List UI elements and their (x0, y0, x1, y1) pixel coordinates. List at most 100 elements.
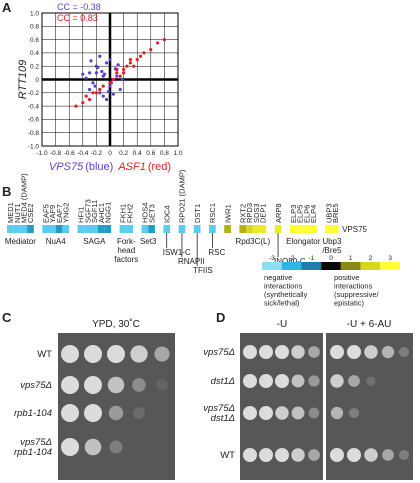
interaction-cell (104, 225, 112, 233)
interaction-cell (42, 225, 49, 233)
gene-label: RSC1 (208, 203, 217, 223)
yeast-spot (275, 448, 289, 462)
scatter-point (135, 57, 139, 62)
scatter-point (91, 81, 95, 85)
strain-label: vps75Δ (20, 380, 52, 391)
yeast-spot (308, 346, 320, 358)
scatter-point (125, 64, 129, 68)
interaction-cell (289, 225, 297, 233)
gene-label: SET3 (147, 204, 156, 223)
yeast-spot (108, 405, 124, 421)
yeast-spot (84, 404, 102, 422)
y-tick-label: -0.8 (28, 130, 40, 137)
yeast-spot (308, 375, 320, 387)
scatter-point (156, 41, 160, 45)
gene-label: NUT1 (13, 203, 22, 223)
yeast-spot (347, 345, 361, 359)
yeast-spot (84, 345, 102, 363)
group-label: head (117, 246, 135, 255)
interaction-cell (84, 225, 91, 233)
group-label: INO80-C (274, 257, 306, 266)
scatter-point (115, 74, 119, 78)
yeast-spot (259, 448, 273, 462)
gene-label: DST1 (193, 204, 202, 223)
yeast-spot (154, 346, 170, 362)
condition-label: -U + 6-AU (347, 319, 392, 330)
x-tick-label: 0.2 (119, 150, 128, 157)
group-label: factors (114, 255, 138, 264)
gene-label: EAF7 (55, 204, 64, 223)
group-label: Ubp3 (322, 237, 342, 246)
yeast-spot (156, 379, 168, 391)
gene-label: CSE2 (26, 203, 35, 223)
strain-label: vps75Δ (203, 347, 235, 358)
interaction-cell (178, 225, 186, 233)
panel-letter: C (2, 310, 12, 325)
group-label: Fork- (117, 237, 136, 246)
scatter-point (107, 89, 111, 94)
panel-letter: D (216, 310, 225, 325)
x-tick-label: -0.4 (77, 150, 89, 157)
strain-label: rpb1-104 (14, 408, 52, 419)
yeast-spot (259, 406, 273, 420)
yeast-spot (275, 374, 289, 388)
interaction-cell (62, 225, 70, 233)
panel-letter: A (2, 0, 12, 15)
interaction-cell (193, 225, 201, 233)
gene-label: SGF11 (90, 200, 99, 223)
colorbar-cell (380, 262, 400, 270)
annotation: CC = 0.83 (57, 13, 98, 23)
y-tick-label: -1.0 (28, 143, 40, 150)
y-tick-label: 0.8 (30, 24, 39, 31)
scatter-point (105, 61, 109, 65)
yeast-spot (275, 345, 289, 359)
scatter-point (84, 76, 88, 80)
gene-label: RXT2 (238, 204, 247, 223)
yeast-spot (348, 375, 360, 387)
scatter-point (116, 63, 120, 67)
scatter-point (96, 65, 100, 70)
annotation: CC = -0.38 (57, 2, 101, 12)
legend-text: positive (334, 273, 359, 282)
legend-text: (synthetically (264, 290, 308, 299)
colorbar-cell (360, 262, 381, 270)
gene-label: MED4 (DAMP) (19, 173, 28, 223)
x-label-part: VPS75 (49, 161, 84, 173)
group-label: /Bre5 (322, 246, 342, 255)
gene-label: EAF5 (41, 204, 50, 223)
x-axis-label: VPS75 (blue) ASF1 (red) (49, 161, 171, 173)
x-tick-label: 1.0 (173, 150, 182, 157)
yeast-spot (259, 345, 273, 359)
scatter-point (122, 71, 126, 75)
interaction-cell (252, 225, 260, 233)
scatter-point (98, 87, 102, 92)
legend-text: (suppressive/ (334, 290, 380, 299)
yeast-spot (364, 345, 378, 359)
gene-label: IWR1 (223, 204, 232, 223)
interaction-cell (239, 225, 247, 233)
yeast-spot (364, 448, 378, 462)
scatter-point (93, 84, 97, 88)
yeast-spot (291, 448, 305, 462)
x-tick-label: -0.6 (64, 150, 76, 157)
colorbar-tick: -3 (269, 255, 275, 262)
scatter-point (132, 64, 136, 68)
interaction-cell (224, 225, 231, 233)
interaction-cell (141, 225, 149, 233)
x-tick-label: 0.6 (146, 150, 155, 157)
gene-label: YNG2 (61, 203, 70, 223)
scatter-point (88, 97, 92, 102)
x-tick-label: -0.8 (50, 150, 62, 157)
scatter-point (101, 94, 105, 98)
gene-label: BRE5 (331, 203, 340, 223)
gene-label: AHC1 (97, 203, 106, 223)
colorbar-cell (262, 262, 282, 270)
y-tick-label: 0 (35, 77, 39, 84)
y-tick-label: 0.2 (30, 64, 39, 71)
scatter-point (162, 38, 166, 42)
gene-label: MED1 (6, 202, 15, 223)
interaction-cell (49, 225, 56, 233)
scatter-point (111, 92, 115, 96)
